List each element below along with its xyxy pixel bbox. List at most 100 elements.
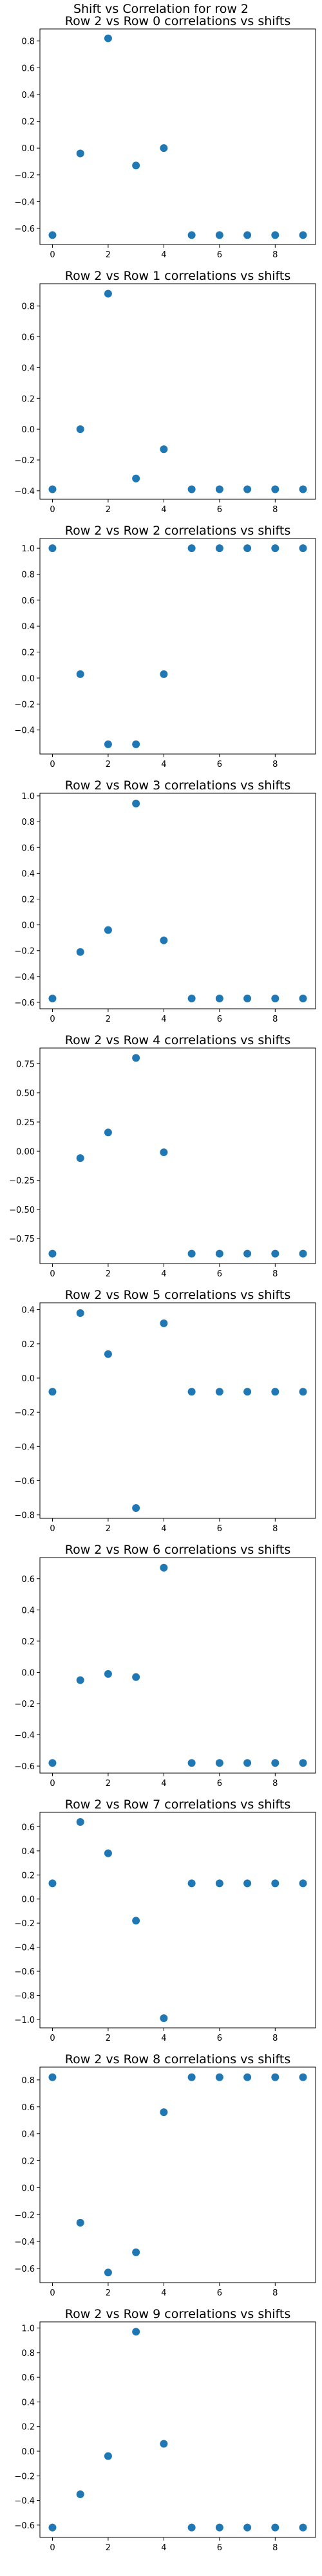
data-point	[271, 1879, 279, 1888]
data-point	[132, 800, 140, 808]
x-tick-label: 6	[217, 2543, 222, 2553]
y-tick-label: 0.6	[21, 2103, 35, 2113]
data-point	[187, 2073, 196, 2081]
y-tick-label: −0.4	[14, 2497, 35, 2507]
x-tick-label: 6	[217, 1779, 222, 1789]
axes-frame	[39, 28, 316, 245]
y-tick-label: −0.50	[9, 1206, 35, 1215]
subplot-title: Row 2 vs Row 2 correlations vs shifts	[65, 524, 291, 538]
data-point	[299, 485, 307, 493]
y-tick-label: −0.6	[14, 1762, 35, 1772]
data-point	[48, 1879, 57, 1888]
data-point	[48, 485, 57, 493]
data-point	[243, 485, 252, 493]
y-tick-label: −0.2	[14, 171, 35, 181]
x-tick-label: 0	[50, 1269, 55, 1279]
y-tick-label: 0.4	[21, 91, 35, 100]
x-tick-label: 2	[106, 760, 111, 769]
y-tick-label: 0.0	[21, 1374, 35, 1384]
y-tick-label: 0.0	[21, 674, 35, 684]
x-tick-label: 4	[161, 1269, 166, 1279]
y-tick-label: −0.75	[9, 1235, 35, 1244]
x-tick-label: 4	[161, 1015, 166, 1024]
y-tick-label: −0.4	[14, 1442, 35, 1452]
data-point	[243, 1879, 252, 1888]
subplot-title: Row 2 vs Row 7 correlations vs shifts	[65, 1798, 291, 1812]
data-point	[299, 2073, 307, 2081]
x-tick-label: 0	[50, 760, 55, 769]
y-tick-label: −0.4	[14, 487, 35, 497]
y-tick-label: 0.2	[21, 1637, 35, 1647]
data-point	[187, 1388, 196, 1396]
x-tick-label: 0	[50, 505, 55, 515]
data-point	[215, 2073, 223, 2081]
subplot-7: Row 2 vs Row 7 correlations vs shifts −1.…	[14, 1798, 316, 2043]
data-point	[48, 544, 57, 553]
y-tick-label: 0.6	[21, 1575, 35, 1585]
y-tick-label: 0.25	[16, 1118, 35, 1128]
x-tick-label: 8	[272, 505, 278, 515]
data-point	[215, 485, 223, 493]
data-point	[271, 2073, 279, 2081]
data-point	[187, 544, 196, 553]
data-point	[271, 994, 279, 1002]
axes-frame	[39, 538, 316, 755]
data-point	[299, 231, 307, 239]
y-tick-label: 0.4	[21, 1606, 35, 1615]
data-point	[187, 1759, 196, 1767]
data-point	[132, 1054, 140, 1062]
y-tick-label: 0.2	[21, 1871, 35, 1881]
x-tick-label: 8	[272, 1524, 278, 1534]
data-point	[76, 1309, 84, 1317]
data-point	[299, 994, 307, 1002]
subplot-6: Row 2 vs Row 6 correlations vs shifts −0.…	[14, 1543, 316, 1789]
x-tick-label: 6	[217, 2288, 222, 2298]
data-point	[160, 1319, 168, 1327]
subplot-1: Row 2 vs Row 1 correlations vs shifts −0.…	[14, 269, 316, 515]
axes-frame	[39, 1047, 316, 1264]
subplot-title: Row 2 vs Row 4 correlations vs shifts	[65, 1033, 291, 1047]
axes-frame	[39, 1812, 316, 2029]
x-tick-label: 4	[161, 250, 166, 260]
data-point	[160, 1148, 168, 1157]
data-point	[187, 1879, 196, 1888]
y-tick-label: −0.4	[14, 1731, 35, 1741]
x-tick-label: 8	[272, 250, 278, 260]
y-tick-label: 0.2	[21, 1340, 35, 1350]
y-tick-label: −0.2	[14, 1408, 35, 1418]
x-tick-label: 6	[217, 250, 222, 260]
axes-frame	[39, 793, 316, 1009]
data-point	[215, 1879, 223, 1888]
y-tick-label: 0.2	[21, 649, 35, 658]
x-tick-label: 6	[217, 1269, 222, 1279]
data-point	[187, 1249, 196, 1258]
y-tick-label: −1.0	[14, 2016, 35, 2025]
y-tick-label: 0.6	[21, 1823, 35, 1832]
x-tick-label: 2	[106, 2034, 111, 2043]
x-tick-label: 0	[50, 250, 55, 260]
y-tick-label: 0.0	[21, 2447, 35, 2457]
data-point	[76, 149, 84, 158]
y-tick-label: 0.8	[21, 570, 35, 580]
y-tick-label: 0.8	[21, 2076, 35, 2086]
y-tick-label: 0.75	[16, 1060, 35, 1069]
x-tick-label: 0	[50, 1524, 55, 1534]
data-point	[76, 1676, 84, 1684]
data-point	[48, 231, 57, 239]
data-point	[160, 2108, 168, 2117]
y-tick-label: 0.4	[21, 622, 35, 632]
subplot-9: Row 2 vs Row 9 correlations vs shifts −0.…	[14, 2307, 316, 2553]
x-tick-label: 4	[161, 2543, 166, 2553]
data-point	[243, 231, 252, 239]
data-point	[299, 2523, 307, 2532]
subplot-0: Row 2 vs Row 0 correlations vs shifts −0.…	[14, 14, 316, 260]
data-point	[76, 425, 84, 434]
subplot-title: Row 2 vs Row 9 correlations vs shifts	[65, 2307, 291, 2321]
y-tick-label: −0.2	[14, 2211, 35, 2220]
y-tick-label: 0.4	[21, 1847, 35, 1857]
data-point	[187, 231, 196, 239]
data-point	[243, 1388, 252, 1396]
data-point	[160, 670, 168, 678]
